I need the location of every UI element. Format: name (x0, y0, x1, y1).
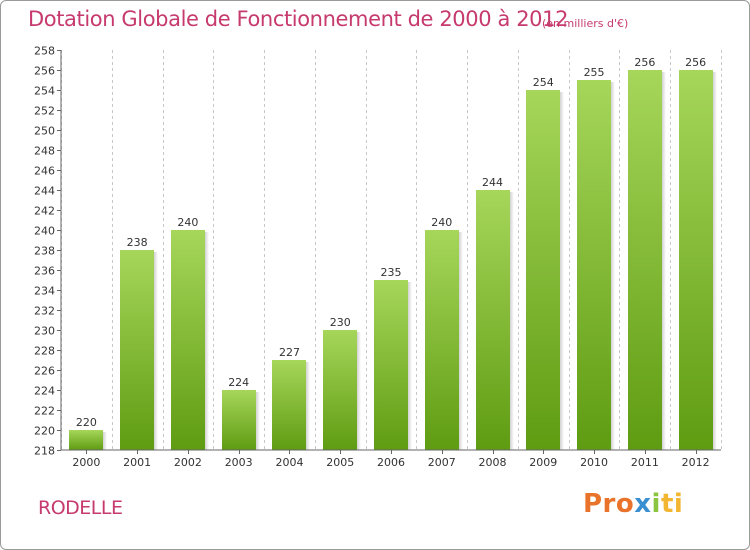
bar-shadow (205, 232, 209, 450)
y-tick-label: 228 (34, 345, 55, 358)
bar-2012 (679, 70, 713, 450)
bar-2003 (222, 390, 256, 450)
commune-name: RODELLE (38, 497, 123, 519)
bar-shadow (306, 362, 310, 450)
bar-shadow (408, 282, 412, 450)
chart-subtitle: (en milliers d'€) (542, 17, 629, 30)
bar-shadow (662, 72, 666, 450)
value-label-2005: 230 (330, 316, 351, 329)
value-label-2012: 256 (685, 56, 706, 69)
bar-shadow (611, 82, 615, 450)
value-label-2006: 235 (381, 266, 402, 279)
y-tick-label: 248 (34, 145, 55, 158)
y-tick-label: 240 (34, 225, 55, 238)
x-tick-label-2002: 2002 (174, 456, 202, 469)
value-label-2011: 256 (634, 56, 655, 69)
y-tick-label: 224 (34, 385, 55, 398)
y-tick-label: 226 (34, 365, 55, 378)
bar-shadow (103, 432, 107, 450)
bar-2006 (374, 280, 408, 450)
x-tick-label-2005: 2005 (326, 456, 354, 469)
bar-shadow (510, 192, 514, 450)
value-label-2007: 240 (431, 216, 452, 229)
value-label-2001: 238 (127, 236, 148, 249)
x-tick-label-2001: 2001 (123, 456, 151, 469)
x-tick-label-2009: 2009 (529, 456, 557, 469)
bar-2011 (628, 70, 662, 450)
x-tick-label-2012: 2012 (682, 456, 710, 469)
y-tick-label: 218 (34, 445, 55, 458)
y-tick-label: 238 (34, 245, 55, 258)
bar-shadow (154, 252, 158, 450)
logo-part-3: i (651, 489, 661, 519)
bar-shadow (713, 72, 717, 450)
y-tick-label: 252 (34, 105, 55, 118)
y-tick-label: 254 (34, 85, 55, 98)
y-tick-label: 234 (34, 285, 55, 298)
x-tick-label-2003: 2003 (225, 456, 253, 469)
value-label-2010: 255 (584, 66, 605, 79)
bar-2007 (425, 230, 459, 450)
value-label-2000: 220 (76, 416, 97, 429)
bar-2008 (476, 190, 510, 450)
bar-2009 (526, 90, 560, 450)
y-tick-label: 258 (34, 45, 55, 58)
bar-shadow (357, 332, 361, 450)
bar-2005 (323, 330, 357, 450)
y-tick-label: 244 (34, 185, 55, 198)
x-tick-label-2006: 2006 (377, 456, 405, 469)
x-tick-label-2004: 2004 (275, 456, 303, 469)
x-tick-label-2007: 2007 (428, 456, 456, 469)
bar-shadow (459, 232, 463, 450)
bar-2010 (577, 80, 611, 450)
logo-part-4: ti (660, 489, 684, 519)
value-label-2002: 240 (177, 216, 198, 229)
value-label-2008: 244 (482, 176, 503, 189)
bar-2001 (120, 250, 154, 450)
y-tick-label: 220 (34, 425, 55, 438)
chart-title: Dotation Globale de Fonctionnement de 20… (28, 7, 569, 31)
y-tick-label: 246 (34, 165, 55, 178)
bar-shadow (560, 92, 564, 450)
logo-part-2: x (634, 489, 652, 519)
y-tick-label: 236 (34, 265, 55, 278)
y-tick-label: 242 (34, 205, 55, 218)
bar-2004 (272, 360, 306, 450)
value-label-2009: 254 (533, 76, 554, 89)
proxiti-logo: Proxiti (583, 489, 683, 519)
y-tick-label: 250 (34, 125, 55, 138)
value-label-2003: 224 (228, 376, 249, 389)
x-tick-label-2000: 2000 (72, 456, 100, 469)
y-tick-label: 256 (34, 65, 55, 78)
x-tick-label-2008: 2008 (479, 456, 507, 469)
bar-2000 (69, 430, 103, 450)
logo-part-1: Pro (583, 489, 635, 519)
y-tick-label: 230 (34, 325, 55, 338)
y-tick-label: 222 (34, 405, 55, 418)
value-label-2004: 227 (279, 346, 300, 359)
y-tick-label: 232 (34, 305, 55, 318)
bar-2002 (171, 230, 205, 450)
x-tick-label-2011: 2011 (631, 456, 659, 469)
bar-shadow (256, 392, 260, 450)
x-tick-label-2010: 2010 (580, 456, 608, 469)
